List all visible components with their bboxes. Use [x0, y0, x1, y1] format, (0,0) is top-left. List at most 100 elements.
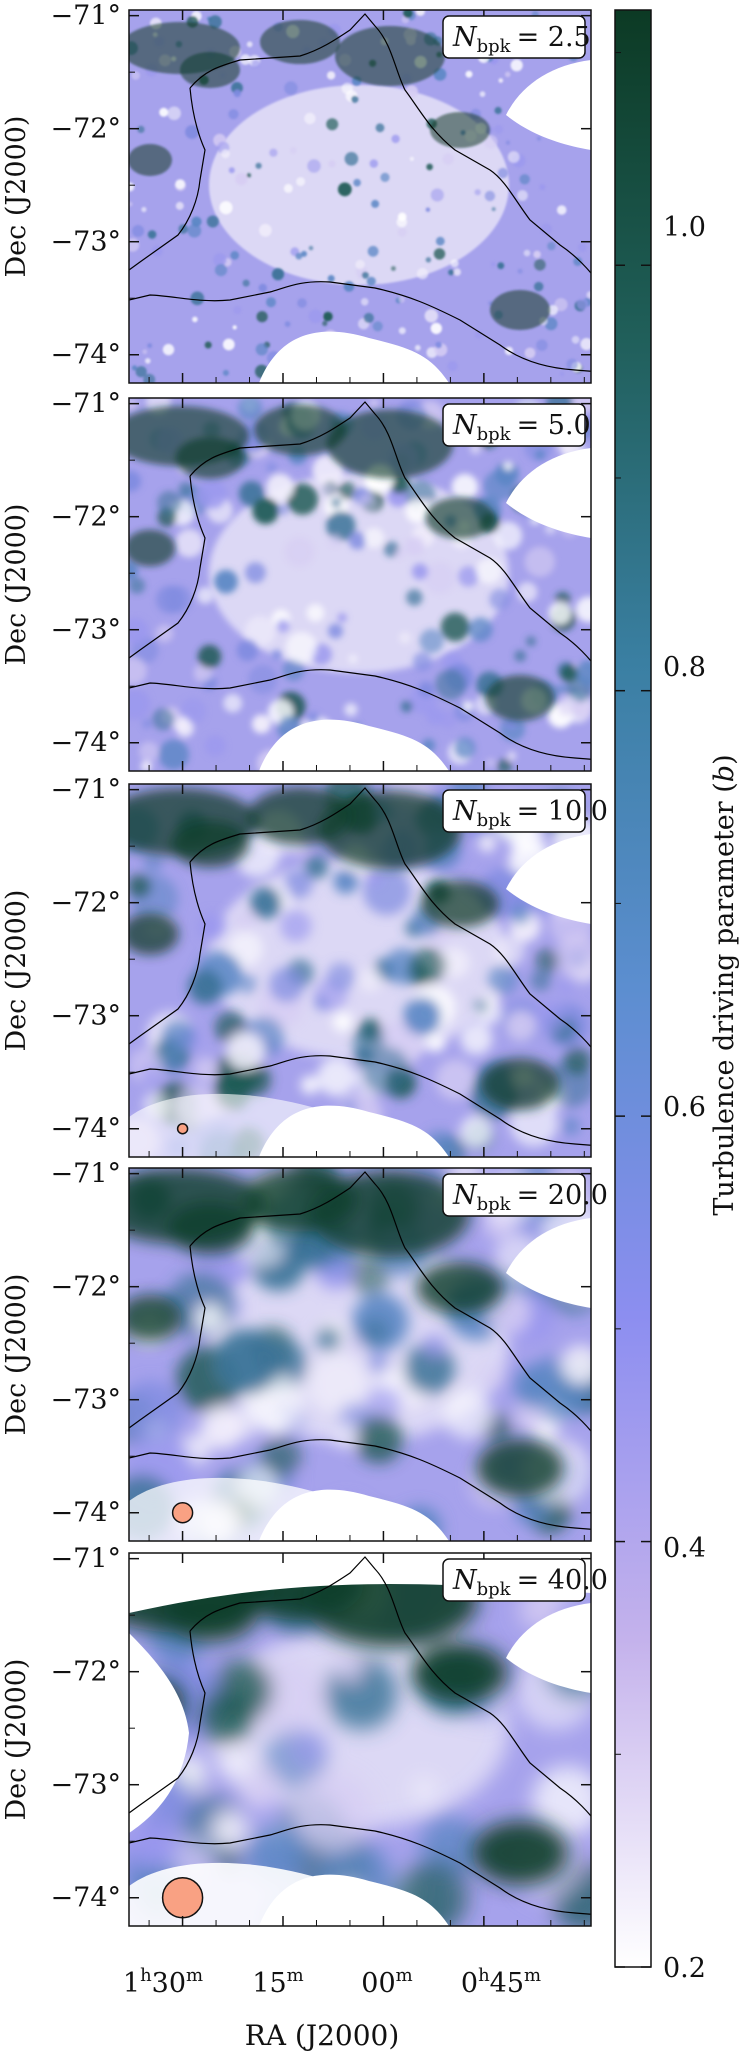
map-texture — [448, 269, 455, 276]
map-texture — [367, 245, 379, 257]
map-texture — [424, 309, 438, 323]
map-texture — [348, 654, 358, 664]
map-texture — [416, 268, 429, 280]
map-texture — [358, 492, 379, 514]
map-texture — [271, 268, 285, 281]
map-texture — [143, 853, 163, 873]
map-texture — [326, 71, 336, 80]
map-texture — [489, 588, 511, 610]
map-texture — [289, 1730, 328, 1768]
map-texture — [395, 548, 405, 559]
map-texture — [234, 909, 256, 932]
map-texture — [129, 1380, 183, 1444]
y-tick-label: −74° — [51, 728, 121, 759]
masked-region — [506, 834, 591, 924]
map-texture — [129, 561, 139, 580]
map-texture — [129, 470, 142, 492]
map-texture — [514, 650, 527, 662]
hi-contour-line — [129, 1439, 591, 1530]
map-texture — [481, 1367, 502, 1388]
map-texture — [129, 657, 147, 685]
y-tick-label: −72° — [51, 888, 121, 919]
hi-contour-line — [129, 669, 591, 760]
map-texture — [175, 201, 184, 210]
masked-region — [506, 1603, 591, 1693]
map-dense-region — [412, 1644, 508, 1702]
map-texture — [326, 511, 356, 541]
map-texture — [244, 616, 276, 647]
map-texture — [442, 153, 454, 165]
map-texture — [361, 271, 369, 279]
map-texture — [532, 1765, 591, 1837]
map-texture — [175, 179, 186, 190]
map-texture — [460, 1022, 493, 1055]
map-texture — [355, 1415, 403, 1464]
map-texture — [131, 71, 140, 80]
map-texture — [246, 173, 252, 178]
map-dense-region — [129, 144, 172, 176]
map-texture — [366, 871, 382, 886]
x-axis-ticks: 1h30m 15m 00m 0h45m — [123, 1965, 541, 1999]
map-texture — [292, 1773, 372, 1852]
hi-contour-line — [189, 401, 591, 663]
map-texture — [214, 569, 238, 594]
map-texture — [383, 541, 400, 557]
map-texture — [344, 152, 359, 166]
map-texture — [576, 298, 589, 310]
map-texture — [204, 341, 212, 349]
map-texture — [556, 205, 567, 215]
panel-label-box — [442, 1173, 586, 1217]
map-texture — [430, 188, 444, 202]
map-texture — [561, 1117, 581, 1136]
map-texture — [363, 527, 385, 549]
panel-label: Nbpk = 2.5 — [452, 22, 591, 57]
map-texture — [365, 1385, 402, 1422]
panels: −71°−72°−73°−74°Dec (J2000)Nbpk = 2.5−71°… — [1, 1, 608, 1927]
map-texture — [566, 358, 578, 370]
map-texture — [283, 183, 293, 193]
map-texture — [285, 631, 318, 664]
map-texture — [411, 563, 429, 580]
map-texture — [192, 316, 198, 323]
hi-contour-line — [129, 1824, 591, 1915]
map-texture — [539, 184, 546, 191]
map-dense-region — [335, 26, 445, 86]
map-texture — [258, 283, 267, 293]
map-texture — [557, 694, 579, 717]
map-texture — [496, 758, 512, 771]
panel-frame — [128, 9, 592, 384]
map-texture — [375, 123, 385, 133]
x-tick-label: 15m — [252, 1965, 303, 1999]
map-dense-region — [490, 290, 550, 330]
map-texture — [474, 189, 481, 196]
map-texture — [238, 481, 265, 507]
colorbar-tick-label: 0.4 — [663, 1533, 706, 1564]
masked-region — [506, 60, 591, 150]
map-texture — [333, 869, 358, 894]
map-texture — [211, 1810, 249, 1848]
panel-5: −71° −72° −73° −74° Dec (J2000) Nbpk = 40.0 — [1, 1544, 608, 1927]
map-texture — [367, 1352, 389, 1374]
map-texture — [266, 297, 276, 308]
map-texture — [391, 134, 400, 144]
map-texture — [405, 500, 429, 524]
map-texture — [412, 652, 432, 671]
map-texture — [307, 1352, 370, 1415]
map-texture — [435, 341, 442, 349]
map-texture — [197, 644, 222, 669]
y-axis-label: Dec (J2000) — [1, 116, 32, 278]
map-texture — [343, 281, 355, 292]
map-texture — [490, 261, 496, 267]
map-texture — [465, 70, 473, 78]
map-texture — [494, 124, 503, 134]
map-texture — [484, 135, 498, 149]
map-texture — [453, 268, 462, 276]
map-texture — [547, 241, 556, 251]
map-texture — [296, 177, 306, 187]
map-texture — [255, 162, 262, 169]
map-texture — [326, 962, 356, 991]
map-texture — [260, 1435, 302, 1478]
map-texture — [252, 497, 279, 525]
map-texture — [425, 257, 432, 263]
map-texture — [283, 869, 313, 899]
